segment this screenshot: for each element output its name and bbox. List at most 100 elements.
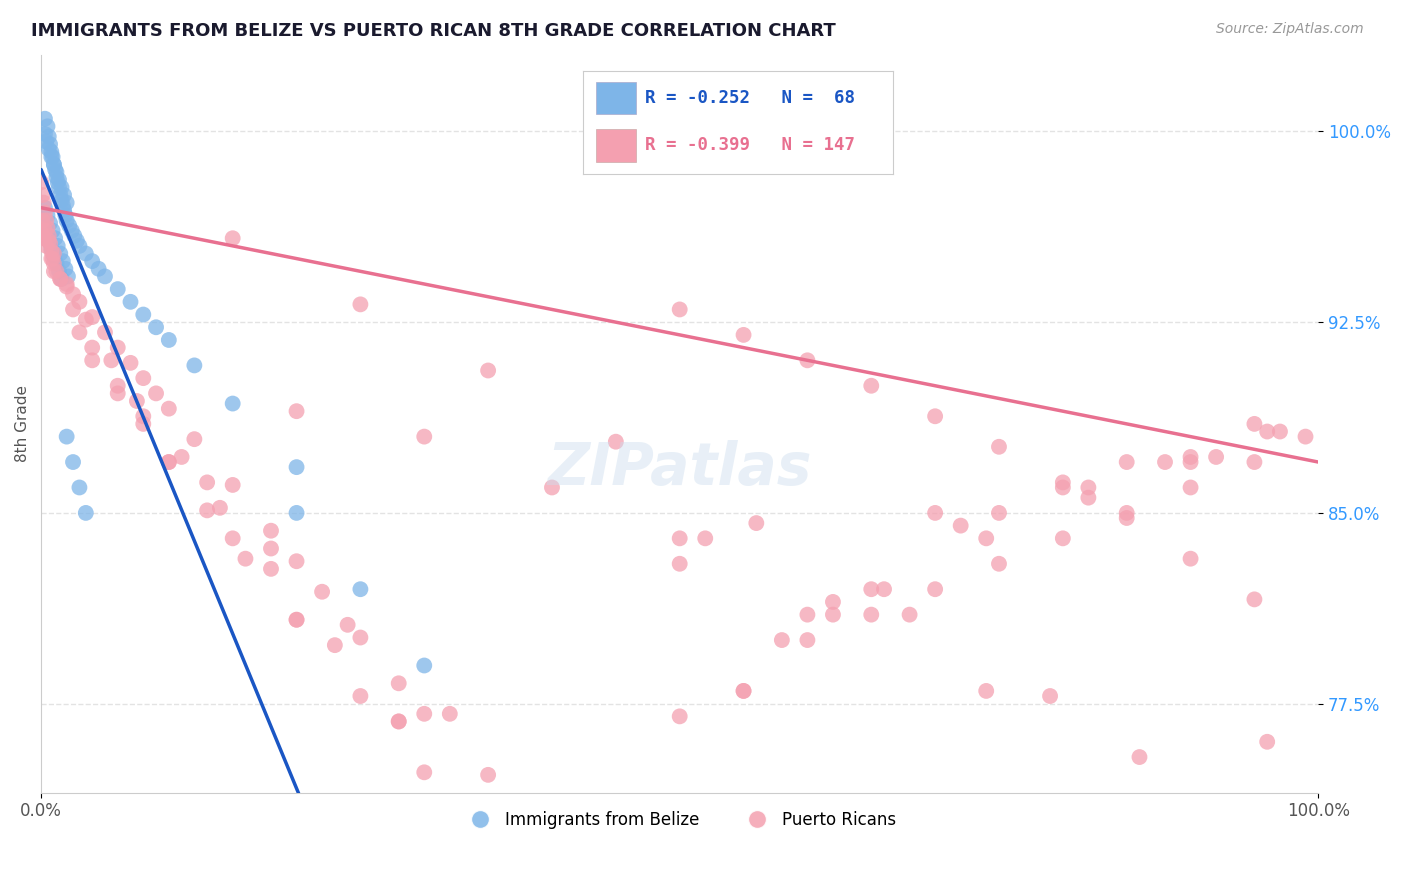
- Point: [87, 261, 110, 276]
- Point: [515, 831, 537, 846]
- Point: [42, 157, 65, 171]
- Point: [796, 633, 818, 648]
- Point: [1077, 491, 1099, 505]
- Point: [695, 532, 717, 546]
- Point: [39, 236, 62, 251]
- Point: [477, 363, 499, 377]
- Point: [974, 532, 997, 546]
- Point: [62, 455, 84, 469]
- Point: [120, 356, 142, 370]
- Point: [1243, 592, 1265, 607]
- Point: [770, 633, 793, 648]
- Text: R = -0.399   N = 147: R = -0.399 N = 147: [645, 136, 855, 154]
- Point: [34, 206, 56, 220]
- Point: [668, 557, 690, 571]
- Point: [132, 409, 155, 424]
- Point: [82, 341, 104, 355]
- Point: [55, 277, 77, 291]
- Text: ZIPatlas: ZIPatlas: [547, 440, 811, 497]
- FancyBboxPatch shape: [596, 82, 636, 114]
- Point: [41, 241, 63, 255]
- Point: [107, 282, 129, 296]
- Point: [157, 333, 180, 347]
- Point: [336, 617, 359, 632]
- Point: [45, 264, 67, 278]
- Point: [349, 631, 371, 645]
- Point: [1052, 475, 1074, 490]
- Point: [41, 244, 63, 258]
- Point: [32, 195, 55, 210]
- Point: [35, 226, 58, 240]
- Point: [63, 228, 86, 243]
- Point: [42, 257, 65, 271]
- Point: [55, 195, 77, 210]
- Point: [67, 480, 90, 494]
- Point: [44, 231, 66, 245]
- Point: [988, 557, 1011, 571]
- Point: [32, 231, 55, 245]
- Point: [48, 180, 70, 194]
- Point: [31, 188, 53, 202]
- Point: [51, 193, 73, 207]
- Point: [221, 532, 243, 546]
- Point: [82, 310, 104, 324]
- Point: [41, 252, 63, 266]
- Point: [413, 658, 436, 673]
- Point: [1115, 455, 1137, 469]
- Point: [34, 224, 56, 238]
- Y-axis label: 8th Grade: 8th Grade: [15, 385, 30, 462]
- Point: [898, 607, 921, 622]
- Point: [145, 320, 167, 334]
- Point: [349, 582, 371, 597]
- Point: [38, 234, 60, 248]
- Point: [1115, 506, 1137, 520]
- Point: [75, 246, 97, 260]
- Point: [1154, 455, 1177, 469]
- Point: [62, 302, 84, 317]
- Point: [195, 503, 218, 517]
- Point: [285, 554, 308, 568]
- Point: [285, 460, 308, 475]
- Point: [120, 294, 142, 309]
- Point: [46, 175, 69, 189]
- Point: [48, 173, 70, 187]
- Point: [745, 516, 768, 530]
- Point: [34, 201, 56, 215]
- Point: [75, 506, 97, 520]
- Point: [413, 765, 436, 780]
- Point: [38, 234, 60, 248]
- Point: [413, 429, 436, 443]
- Point: [733, 684, 755, 698]
- Point: [821, 595, 844, 609]
- Point: [1256, 735, 1278, 749]
- Point: [30, 226, 52, 240]
- Point: [1180, 551, 1202, 566]
- Point: [39, 137, 62, 152]
- Point: [1052, 480, 1074, 494]
- Point: [38, 129, 60, 144]
- Point: [439, 706, 461, 721]
- Point: [260, 562, 283, 576]
- Point: [605, 890, 627, 892]
- Point: [51, 180, 73, 194]
- Point: [100, 353, 122, 368]
- Point: [37, 120, 59, 134]
- Point: [82, 254, 104, 268]
- Point: [221, 478, 243, 492]
- Point: [67, 239, 90, 253]
- Point: [39, 216, 62, 230]
- Point: [132, 371, 155, 385]
- Point: [94, 326, 117, 340]
- Point: [285, 506, 308, 520]
- Point: [605, 434, 627, 449]
- Point: [35, 239, 58, 253]
- Point: [41, 150, 63, 164]
- Point: [41, 150, 63, 164]
- Point: [733, 327, 755, 342]
- Point: [53, 188, 76, 202]
- Point: [388, 714, 411, 729]
- Point: [67, 294, 90, 309]
- Point: [285, 613, 308, 627]
- Point: [796, 607, 818, 622]
- Point: [51, 272, 73, 286]
